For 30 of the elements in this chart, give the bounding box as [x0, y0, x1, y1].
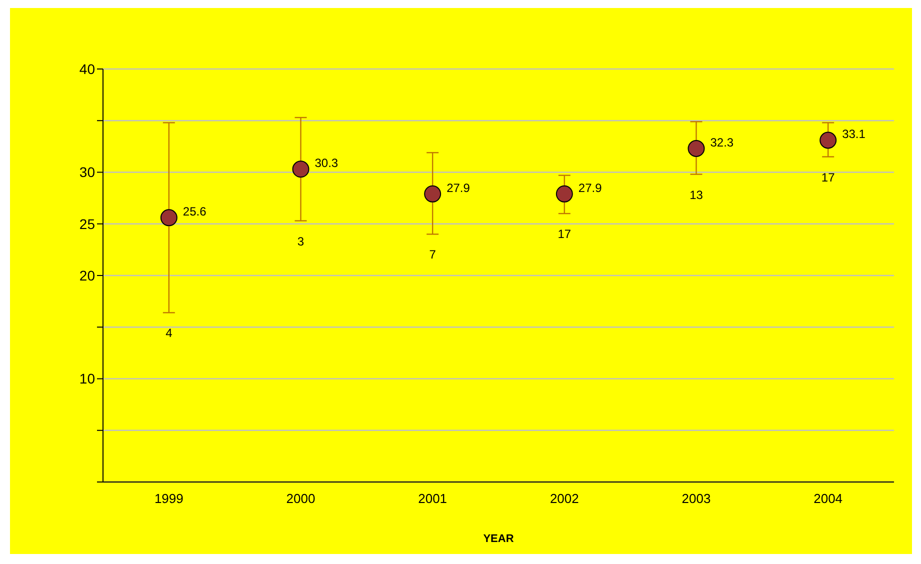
y-tick-label: 30: [79, 164, 96, 180]
y-tick-label: 25: [79, 216, 96, 232]
data-label: 27.9: [446, 180, 470, 195]
point: [556, 185, 573, 202]
data-label: 27.9: [578, 180, 602, 195]
x-tick-label: 2000: [286, 491, 316, 506]
data-label: 25.6: [182, 204, 207, 219]
x-axis-title: YEAR: [483, 533, 514, 545]
y-tick-label: 10: [79, 370, 96, 387]
x-tick-label: 1999: [154, 491, 184, 506]
data-label: 32.3: [710, 136, 734, 150]
point: [292, 160, 310, 178]
annotation: 4: [166, 326, 173, 340]
point: [424, 185, 442, 202]
x-tick-label: 2001: [418, 491, 448, 506]
point: [820, 132, 837, 149]
point: [688, 140, 705, 158]
x-tick-label: 2002: [550, 491, 579, 506]
annotation: 7: [429, 248, 436, 262]
y-tick-label: 40: [79, 60, 96, 77]
annotation: 13: [690, 188, 704, 202]
x-tick-label: 2003: [682, 491, 711, 506]
annotation: 3: [297, 234, 304, 248]
annotation: 17: [558, 227, 572, 242]
data-label: 30.3: [314, 156, 338, 170]
point: [160, 209, 178, 226]
annotation: 17: [821, 170, 836, 184]
x-tick-label: 2004: [814, 491, 843, 506]
data-label: 33.1: [842, 127, 866, 142]
y-tick-label: 20: [79, 267, 96, 284]
